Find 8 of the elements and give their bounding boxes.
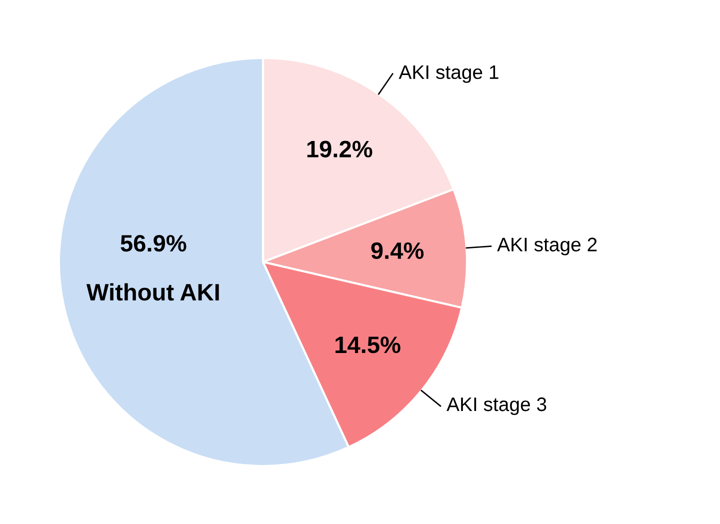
slice-label: AKI stage 3 — [446, 397, 546, 416]
data-label: 14.5% — [336, 336, 400, 354]
slice-label: AKI stage 2 — [497, 238, 597, 256]
slice-label: AKI stage 1 — [398, 65, 498, 83]
data-label: 56.9% — [120, 234, 186, 252]
slice-label: Without AKI — [86, 283, 219, 301]
data-label: 19.2% — [307, 140, 372, 158]
data-label: 9.4% — [371, 242, 424, 260]
